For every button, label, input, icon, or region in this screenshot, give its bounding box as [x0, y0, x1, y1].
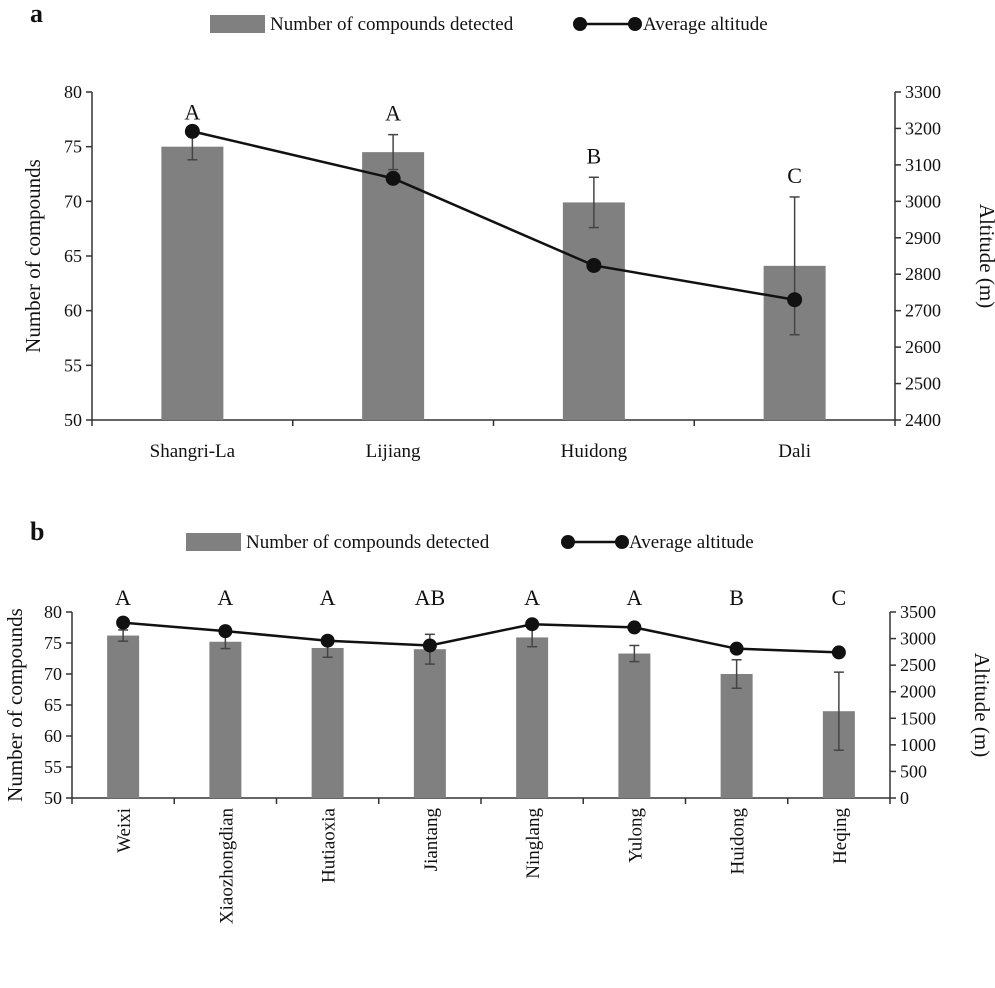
y2-tick-label: 0: [900, 788, 909, 808]
y2-tick-label: 3000: [905, 191, 941, 211]
y2-tick-label: 2400: [905, 410, 941, 430]
x-category-label: Yulong: [625, 808, 646, 863]
significance-letter: B: [587, 143, 602, 168]
y-axis-title: Number of compounds: [3, 608, 27, 802]
legend-marker: [561, 535, 575, 549]
legend-swatch-bar: [186, 533, 241, 551]
y-tick-label: 75: [64, 137, 82, 157]
y-axis-title: Number of compounds: [21, 159, 45, 353]
y-tick-label: 60: [64, 301, 82, 321]
legend-marker: [628, 17, 642, 31]
panel-label: b: [30, 517, 44, 546]
y-tick-label: 60: [44, 726, 62, 746]
y2-tick-label: 1000: [900, 735, 936, 755]
altitude-line: [192, 130, 795, 301]
bar: [209, 641, 242, 798]
significance-letter: B: [729, 585, 744, 610]
altitude-point: [218, 624, 233, 639]
y-tick-label: 75: [44, 633, 62, 653]
bar: [562, 202, 625, 420]
significance-letter: A: [524, 585, 540, 610]
altitude-point: [627, 620, 642, 635]
chart-panel-b: b Number of compounds detected Average alt…: [3, 517, 994, 924]
y2-tick-label: 2600: [905, 337, 941, 357]
x-category-label: Shangri-La: [150, 441, 236, 462]
significance-letter: A: [385, 101, 401, 126]
x-category-label: Jiantang: [421, 808, 442, 872]
x-category-label: Lijiang: [366, 441, 421, 462]
significance-letter: C: [787, 163, 802, 188]
legend-marker: [573, 17, 587, 31]
significance-letter: A: [184, 100, 200, 125]
bar: [618, 653, 651, 798]
altitude-point: [184, 123, 200, 139]
significance-letter: AB: [415, 585, 446, 610]
y2-tick-label: 2900: [905, 228, 941, 248]
y-tick-label: 50: [44, 788, 62, 808]
chart-panel-a: a Number of compounds detected Average alt…: [21, 0, 995, 462]
x-category-label: Hutiaoxia: [319, 807, 340, 882]
bar: [362, 152, 425, 420]
bar: [413, 649, 446, 798]
legend-label-line: Average altitude: [643, 14, 768, 35]
bar: [161, 146, 224, 420]
altitude-point: [525, 617, 540, 632]
bar: [516, 637, 549, 798]
bar: [311, 647, 344, 798]
y2-tick-label: 3500: [900, 602, 936, 622]
altitude-point: [586, 257, 602, 273]
y2-tick-label: 2500: [900, 655, 936, 675]
y-tick-label: 70: [64, 191, 82, 211]
altitude-line: [123, 621, 839, 654]
x-category-label: Dali: [778, 441, 811, 462]
y2-tick-label: 2500: [905, 374, 941, 394]
altitude-point: [787, 292, 803, 308]
legend-label-line: Average altitude: [629, 532, 754, 553]
y-tick-label: 55: [64, 355, 82, 375]
significance-letter: A: [115, 585, 131, 610]
altitude-point: [116, 615, 131, 630]
x-category-label: Ninglang: [523, 808, 544, 879]
y-tick-label: 65: [64, 246, 82, 266]
bar: [720, 674, 753, 798]
y-tick-label: 50: [64, 410, 82, 430]
x-category-label: Huidong: [561, 441, 628, 462]
bar: [107, 635, 140, 798]
significance-letter: A: [626, 585, 642, 610]
altitude-point: [422, 638, 437, 653]
panel-label: a: [30, 0, 43, 28]
legend-label-bar: Number of compounds detected: [246, 532, 490, 553]
y-tick-label: 70: [44, 664, 62, 684]
y2-tick-label: 3200: [905, 118, 941, 138]
x-category-label: Huidong: [728, 808, 749, 875]
altitude-point: [320, 633, 335, 648]
altitude-point: [729, 641, 744, 656]
y-tick-label: 55: [44, 757, 62, 777]
y2-tick-label: 3300: [905, 82, 941, 102]
y2-tick-label: 2800: [905, 264, 941, 284]
y2-axis-title: Altitude (m): [975, 204, 995, 308]
significance-letter: A: [217, 585, 233, 610]
y2-tick-label: 2000: [900, 682, 936, 702]
significance-letter: C: [832, 585, 847, 610]
x-category-label: Xiaozhongdian: [216, 808, 237, 925]
y2-tick-label: 500: [900, 761, 927, 781]
y2-tick-label: 3100: [905, 155, 941, 175]
altitude-point: [385, 170, 401, 186]
y-tick-label: 80: [64, 82, 82, 102]
y-tick-label: 65: [44, 695, 62, 715]
y2-axis-title: Altitude (m): [970, 653, 994, 757]
altitude-point: [831, 645, 846, 660]
significance-letter: A: [320, 585, 336, 610]
legend-label-bar: Number of compounds detected: [270, 14, 514, 35]
legend-swatch-bar: [210, 15, 265, 33]
y2-tick-label: 3000: [900, 629, 936, 649]
x-category-label: Weixi: [114, 808, 135, 853]
legend-marker: [615, 535, 629, 549]
y-tick-label: 80: [44, 602, 62, 622]
y2-tick-label: 2700: [905, 301, 941, 321]
y2-tick-label: 1500: [900, 708, 936, 728]
x-category-label: Heqing: [830, 808, 851, 864]
